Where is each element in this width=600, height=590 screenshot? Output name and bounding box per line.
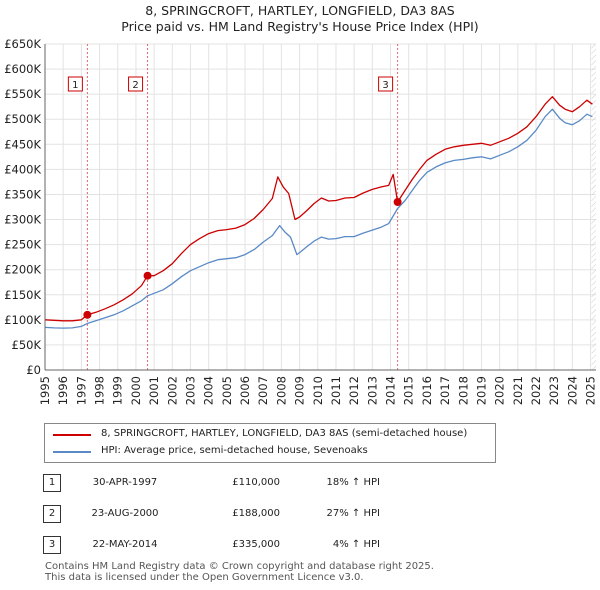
y-tick-label: £250K [4,238,41,252]
axes: £0 £50K £100K £150K £200K £250K £300K £350K £400… [4,37,597,405]
x-tick-label: 2001 [147,376,161,405]
y-tick-label: £150K [4,288,41,302]
x-tick-label: 2020 [493,376,507,405]
x-tick-label: 2018 [456,376,470,405]
x-tick-label: 1998 [93,376,107,405]
x-tick-label: 1996 [56,376,70,405]
sale-row: 3 22-MAY-2014 £335,000 4% ↑ HPI [0,536,600,556]
sale-label-number: 2 [132,80,138,91]
y-tick-label: £450K [4,137,41,151]
x-tick-label: 2009 [293,376,307,405]
x-tick-label: 2021 [511,376,525,405]
x-tick-label: 2004 [202,376,216,405]
property-price-line [44,96,593,322]
x-tick-label: 2017 [438,376,452,405]
x-tick-label: 2025 [584,376,598,405]
sale-marker [393,197,402,206]
x-tick-label: 1999 [111,376,125,405]
x-tick-label: 2015 [402,376,416,405]
footer-licence: This data is licensed under the Open Gov… [45,572,364,583]
x-tick-label: 2014 [384,376,398,405]
plot-area [45,44,596,370]
x-tick-label: 2011 [329,376,343,405]
sale-date: 23-AUG-2000 [91,508,159,519]
sale-hpi-diff: 4% ↑ HPI [332,539,380,550]
future-hatch-rect [591,44,596,370]
footer-copyright: Contains HM Land Registry data © Crown c… [45,561,434,572]
x-tick-label: 2022 [529,376,543,405]
y-tick-label: £0 [26,363,41,377]
sale-label-box [378,76,394,92]
y-tick-label: £550K [4,87,41,101]
y-tick-label: £500K [4,112,41,126]
price-chart: 1 2 3 £0 £50K £100K £150K £200K £250K £300K £350K… [4,37,597,405]
y-tick-label: £300K [4,213,41,227]
sale-number-badge: 1 [43,474,61,492]
y-tick-label: £200K [4,263,41,277]
y-tick-label: £600K [4,62,41,76]
legend-swatch-property [53,434,91,436]
x-tick-label: 2012 [347,376,361,405]
legend: 8, SPRINGCROFT, HARTLEY, LONGFIELD, DA3 … [44,423,496,463]
hpi-line [44,108,593,329]
sale-price: £188,000 [232,508,280,519]
y-tick-label: £100K [4,313,41,327]
x-tick-label: 2002 [165,376,179,405]
sale-row: 1 30-APR-1997 £110,000 18% ↑ HPI [0,474,600,494]
x-tick-label: 2013 [365,376,379,405]
x-tick-label: 2000 [129,376,143,405]
x-tick-label: 2008 [274,376,288,405]
sale-label-box [128,76,144,92]
x-tick-label: 2010 [311,376,325,405]
grid [44,43,596,371]
legend-label-property: 8, SPRINGCROFT, HARTLEY, LONGFIELD, DA3 … [101,428,468,439]
x-tick-label: 1997 [74,376,88,405]
y-tick-label: £350K [4,187,41,201]
sale-number-badge: 3 [43,536,61,554]
sale-row: 2 23-AUG-2000 £188,000 27% ↑ HPI [0,505,600,525]
sale-label-box [67,76,83,92]
y-tick-label: £400K [4,162,41,176]
sale-markers [83,197,402,319]
sale-label-number: 3 [382,80,388,91]
sale-hpi-diff: 18% ↑ HPI [326,477,380,488]
x-tick-label: 2005 [220,376,234,405]
x-tick-label: 1995 [38,376,52,405]
future-hatch [591,44,596,370]
sale-date: 22-MAY-2014 [92,539,158,550]
legend-label-hpi: HPI: Average price, semi-detached house,… [101,445,368,456]
sale-vlines: 1 2 3 [67,44,399,370]
x-tick-label: 2006 [238,376,252,405]
legend-swatch-hpi [53,451,91,453]
sale-marker [143,271,152,280]
x-tick-label: 2007 [256,376,270,405]
x-tick-label: 2019 [474,376,488,405]
sale-price: £335,000 [232,539,280,550]
x-tick-label: 2023 [547,376,561,405]
sale-marker [83,310,92,319]
series-lines [44,96,593,329]
sale-label-number: 1 [72,80,78,91]
x-tick-label: 2024 [565,376,579,405]
x-tick-label: 2016 [420,376,434,405]
chart-subtitle: Price paid vs. HM Land Registry's House … [121,19,479,34]
sale-number-badge: 2 [43,505,61,523]
x-tick-label: 2003 [183,376,197,405]
y-tick-label: £650K [4,37,41,51]
sale-hpi-diff: 27% ↑ HPI [326,508,380,519]
sale-price: £110,000 [232,477,280,488]
chart-title: 8, SPRINGCROFT, HARTLEY, LONGFIELD, DA3 … [145,3,455,18]
sale-date: 30-APR-1997 [92,477,158,488]
y-tick-label: £50K [12,338,42,352]
